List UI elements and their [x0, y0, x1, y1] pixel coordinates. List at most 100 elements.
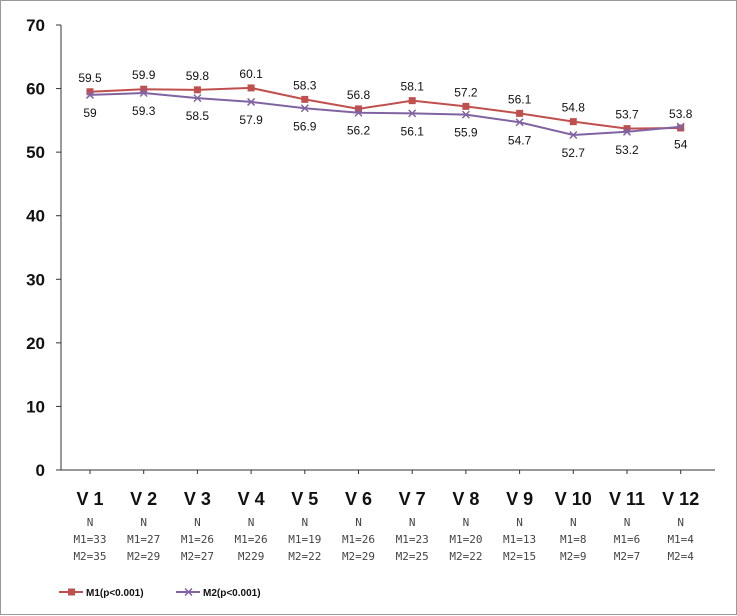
x-category-label: V 8 — [452, 489, 479, 509]
series-2-data-label: 56.1 — [401, 124, 425, 138]
n-count-label: M229 — [238, 550, 265, 563]
n-count-label: M2=27 — [181, 550, 214, 563]
n-count-label: M2=22 — [449, 550, 482, 563]
legend-label: M1(p<0.001) — [86, 588, 144, 599]
data-labels: 59.5 59.9 59.8 60.1 58.3 56.8 58.1 57.2 56.1 54.8… — [78, 67, 692, 160]
series-2-point — [622, 127, 632, 136]
series-1-point — [569, 118, 577, 126]
series-1-data-label: 58.3 — [293, 78, 317, 92]
series-2-point — [300, 104, 309, 113]
series-1-data-label: 56.1 — [508, 92, 532, 106]
axes: 0 10 20 30 40 50 60 70 V 1 N M1=33 M2=35 V 2 N M1=27 M2… — [26, 16, 715, 563]
n-count-label: N — [248, 516, 255, 529]
y-tick-label: 70 — [26, 16, 45, 35]
n-count-label: N — [463, 516, 470, 529]
series-1-point — [677, 124, 685, 132]
legend-marker — [68, 588, 75, 596]
series-2-data-label: 59 — [83, 106, 97, 120]
series-2-data-label: 55.9 — [454, 126, 478, 140]
series-2-point — [354, 108, 363, 117]
x-category-label: V 12 — [662, 489, 699, 509]
n-count-label: N — [570, 516, 577, 529]
series-2-data-label: 53.2 — [615, 143, 639, 157]
y-tick-label: 0 — [36, 461, 45, 480]
n-count-label: M1=26 — [181, 533, 214, 546]
series-1-point — [193, 86, 201, 94]
n-count-label: N — [516, 516, 523, 529]
series-2-point — [85, 90, 95, 99]
n-count-label: M1=8 — [560, 533, 587, 546]
n-count-label: N — [194, 516, 201, 529]
x-category-label: V 3 — [184, 489, 211, 509]
series-line-2 — [89, 92, 681, 136]
series-1-data-label: 57.2 — [454, 85, 478, 99]
n-count-label: M1=13 — [503, 533, 536, 546]
series-2-point — [408, 109, 417, 118]
legend-item-1: M1(p<0.001) — [59, 588, 144, 599]
n-count-label: M2=9 — [560, 550, 587, 563]
n-count-label: N — [624, 516, 631, 529]
n-count-label: M1=33 — [73, 533, 106, 546]
legend-label: M2(p<0.001) — [203, 588, 261, 599]
series-2-data-label: 54 — [674, 138, 688, 152]
series-1-data-label: 53.8 — [669, 107, 693, 121]
n-count-label: M2=29 — [127, 550, 160, 563]
series-2-data-label: 54.7 — [508, 133, 532, 147]
series-1-data-label: 59.9 — [132, 68, 156, 82]
series-2-data-label: 58.5 — [186, 109, 210, 123]
n-count-label: N — [140, 516, 147, 529]
n-count-label: N — [301, 516, 308, 529]
n-count-label: M2=35 — [73, 550, 106, 563]
x-category-label: V 11 — [609, 489, 645, 509]
x-category-label: V 4 — [238, 489, 265, 509]
n-count-label: M1=27 — [127, 533, 160, 546]
series-2-point — [139, 88, 148, 98]
y-tick-label: 40 — [26, 207, 45, 226]
series-2-point — [569, 130, 578, 140]
x-category-label: V 9 — [506, 489, 533, 509]
series-1-data-label: 56.8 — [347, 88, 371, 102]
n-count-label: M2=29 — [342, 550, 375, 563]
series-2-data-label: 59.3 — [132, 104, 156, 118]
series-1-point — [86, 88, 94, 96]
n-count-label: M2=7 — [614, 550, 641, 563]
x-category-label: V 10 — [555, 489, 592, 509]
series-2-point — [247, 97, 256, 106]
legend-item-2: M2(p<0.001) — [176, 587, 261, 599]
y-tick-label: 50 — [26, 143, 45, 162]
n-count-label: M1=4 — [667, 533, 694, 546]
series-1-point — [516, 109, 524, 117]
series-1-point — [247, 84, 255, 92]
series-1-point — [462, 102, 470, 110]
y-tick-label: 30 — [26, 270, 45, 289]
n-count-label: M1=23 — [396, 533, 429, 546]
series-1-point — [355, 105, 362, 113]
n-count-label: M1=20 — [449, 533, 482, 546]
x-category-label: V 6 — [345, 489, 372, 509]
series-1-data-label: 59.8 — [186, 69, 210, 83]
y-tick-label: 60 — [26, 80, 45, 99]
series-2-data-label: 56.2 — [347, 124, 371, 138]
x-category-label: V 1 — [76, 489, 103, 509]
series-1-data-label: 54.8 — [562, 101, 586, 115]
series-2-data-label: 56.9 — [293, 119, 317, 133]
series-1-data-label: 53.7 — [615, 108, 639, 122]
x-category-label: V 2 — [130, 489, 157, 509]
series-2-point — [193, 94, 202, 103]
series-2-point — [676, 122, 685, 131]
y-tick-label: 20 — [26, 334, 45, 353]
y-tick-label: 10 — [26, 397, 45, 416]
series-line-1 — [89, 86, 681, 130]
n-count-label: N — [409, 516, 416, 529]
series-1-data-label: 59.5 — [78, 71, 102, 85]
series-2-data-label: 52.7 — [562, 146, 586, 160]
n-count-label: N — [355, 516, 362, 529]
n-count-label: N — [87, 516, 94, 529]
series-1-data-label: 60.1 — [239, 67, 263, 81]
series-2-point — [461, 110, 470, 119]
x-category-label: V 5 — [291, 489, 318, 509]
series-1-data-label: 58.1 — [401, 80, 425, 94]
n-count-label: M1=6 — [614, 533, 641, 546]
